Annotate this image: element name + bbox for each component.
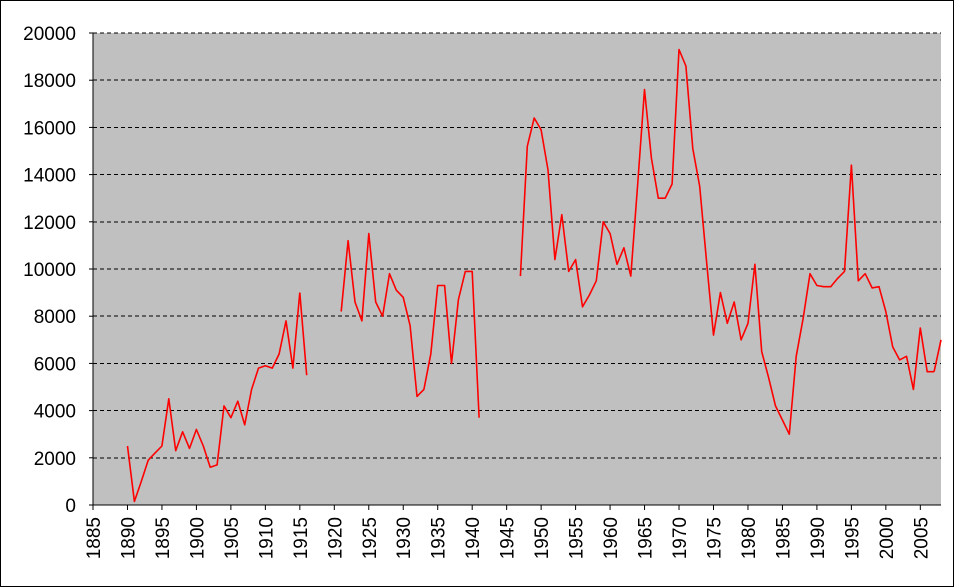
x-tick-label: 1905 [222,517,243,559]
y-tick-label: 8000 [34,307,76,328]
y-axis-ticks: 0 2000 4000 6000 8000 10000 12000 14000 16000 180… [23,24,93,517]
y-tick-label: 18000 [23,71,76,92]
x-tick-label: 1955 [567,517,588,559]
x-tick-label: 1985 [773,517,794,559]
y-tick-label: 2000 [34,449,76,470]
x-tick-label: 1970 [670,517,691,559]
x-tick-label: 1925 [360,517,381,559]
x-tick-label: 1980 [739,517,760,559]
y-tick-label: 16000 [23,118,76,139]
x-tick-label: 1950 [532,517,553,559]
y-tick-label: 6000 [34,354,76,375]
y-tick-label: 12000 [23,213,76,234]
x-tick-label: 1935 [429,517,450,559]
y-tick-label: 0 [65,496,76,517]
x-tick-label: 1885 [84,517,105,559]
x-tick-label: 1930 [394,517,415,559]
y-tick-label: 20000 [23,24,76,45]
x-axis-ticks: 1885 1890 1895 1900 1905 1910 1915 1920 1925 1930… [84,505,932,559]
x-tick-label: 1965 [636,517,657,559]
y-tick-label: 10000 [23,260,76,281]
x-tick-label: 1960 [601,517,622,559]
x-tick-label: 1940 [463,517,484,559]
x-tick-label: 1995 [842,517,863,559]
x-tick-label: 1920 [325,517,346,559]
x-tick-label: 1895 [153,517,174,559]
y-tick-label: 4000 [34,402,76,423]
x-tick-label: 1945 [498,517,519,559]
x-tick-label: 2005 [911,517,932,559]
x-tick-label: 1890 [118,517,139,559]
x-tick-label: 2000 [877,517,898,559]
x-tick-label: 1910 [256,517,277,559]
x-tick-label: 1990 [808,517,829,559]
x-tick-label: 1975 [704,517,725,559]
x-tick-label: 1900 [187,517,208,559]
y-tick-label: 14000 [23,166,76,187]
x-tick-label: 1915 [291,517,312,559]
